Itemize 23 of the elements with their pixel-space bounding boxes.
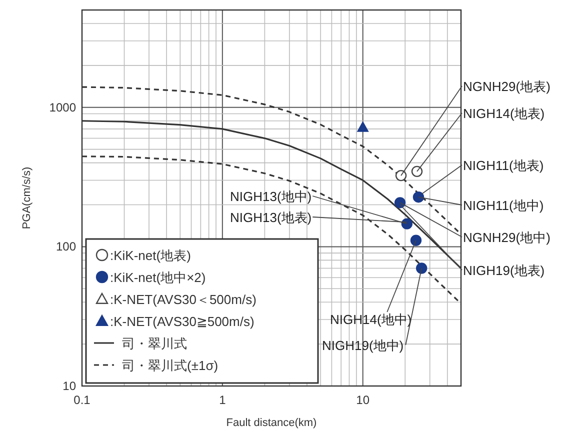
annotation: NIGH13(地表) [230, 210, 312, 225]
legend-label: :K-NET(AVS30≧500m/s) [110, 314, 254, 329]
annotation: NIGH11(地表) [463, 158, 544, 173]
legend-label: :K-NET(AVS30＜500m/s) [110, 292, 256, 307]
annotation: NIGH19(地表) [463, 263, 545, 278]
annotation: NIGH11(地中) [463, 198, 544, 213]
legend-label: :KiK-net(地中×2) [110, 270, 206, 285]
legend-label: :KiK-net(地表) [110, 248, 191, 263]
legend-label: 司・翠川式(±1σ) [122, 358, 218, 373]
y-tick-label: 10 [62, 379, 76, 393]
annotation: NGNH29(地表) [463, 79, 550, 94]
annotation: NIGH14(地表) [463, 106, 545, 121]
y-tick-label: 100 [56, 240, 76, 254]
annotation: NIGH13(地中) [230, 189, 312, 204]
legend-label: 司・翠川式 [122, 336, 187, 351]
x-tick-label: 10 [356, 393, 370, 407]
x-tick-label: 0.1 [74, 393, 91, 407]
x-axis-title: Fault distance(km) [226, 417, 317, 429]
y-axis-title: PGA(cm/s/s) [21, 166, 33, 230]
annotation: NIGH19(地中) [322, 338, 404, 353]
annotation: NGNH29(地中) [463, 230, 550, 245]
x-tick-label: 1 [219, 393, 226, 407]
y-tick-label: 1000 [49, 100, 76, 114]
